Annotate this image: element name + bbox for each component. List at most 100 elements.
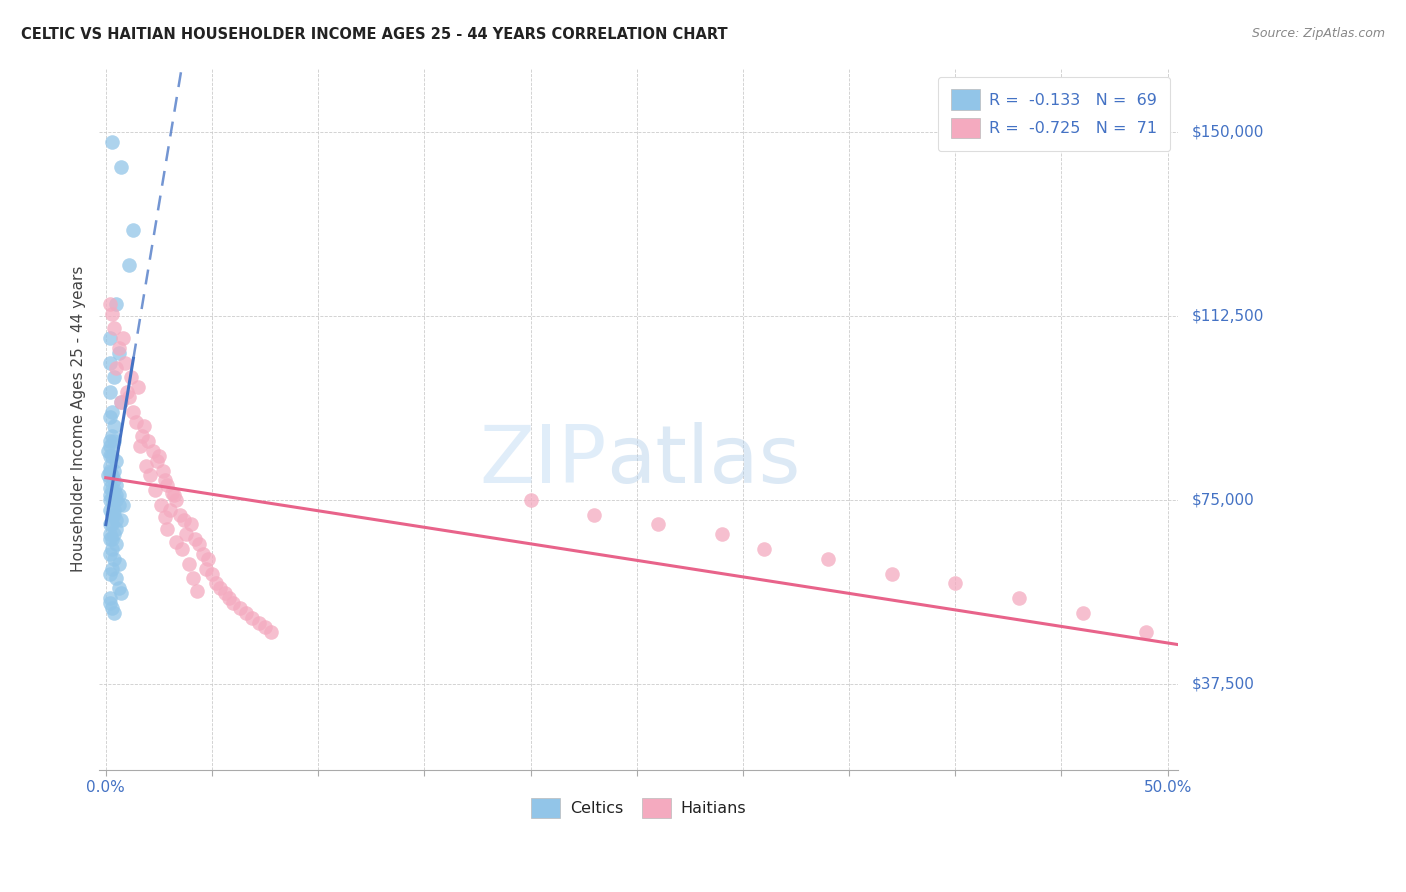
- Point: [260, 625, 283, 640]
- Point: [103, 606, 125, 620]
- Point: [97, 444, 120, 458]
- Point: [163, 488, 186, 502]
- Point: [107, 341, 129, 355]
- Point: [122, 405, 145, 419]
- Point: [111, 331, 134, 345]
- Point: [201, 566, 224, 581]
- Point: [103, 474, 125, 488]
- Point: [98, 331, 121, 345]
- Point: [107, 488, 129, 502]
- Point: [186, 583, 208, 598]
- Point: [98, 466, 121, 480]
- Point: [519, 493, 541, 508]
- Point: [98, 493, 121, 508]
- Point: [120, 370, 142, 384]
- Point: [647, 517, 669, 532]
- Point: [98, 385, 121, 400]
- Point: [583, 508, 606, 522]
- Point: [110, 586, 132, 600]
- Point: [180, 517, 202, 532]
- Point: [103, 508, 125, 522]
- Point: [101, 483, 124, 498]
- Point: [169, 508, 191, 522]
- Point: [101, 135, 124, 149]
- Point: [209, 581, 232, 595]
- Point: [127, 380, 149, 394]
- Legend: Celtics, Haitians: Celtics, Haitians: [524, 791, 752, 825]
- Point: [181, 571, 204, 585]
- Point: [101, 429, 124, 443]
- Point: [165, 493, 187, 508]
- Text: $37,500: $37,500: [1192, 676, 1256, 691]
- Point: [110, 395, 132, 409]
- Point: [98, 547, 121, 561]
- Point: [98, 532, 121, 546]
- Point: [150, 498, 173, 512]
- Point: [98, 596, 121, 610]
- Point: [101, 491, 124, 505]
- Point: [107, 346, 129, 360]
- Point: [101, 405, 124, 419]
- Point: [101, 517, 124, 532]
- Point: [110, 513, 132, 527]
- Point: [101, 561, 124, 575]
- Point: [136, 434, 159, 449]
- Y-axis label: Householder Income Ages 25 - 44 years: Householder Income Ages 25 - 44 years: [72, 266, 86, 573]
- Point: [103, 321, 125, 335]
- Point: [214, 586, 236, 600]
- Point: [101, 468, 124, 483]
- Point: [101, 600, 124, 615]
- Point: [124, 415, 146, 429]
- Point: [222, 596, 245, 610]
- Point: [101, 508, 124, 522]
- Point: [98, 527, 121, 541]
- Point: [98, 566, 121, 581]
- Point: [105, 537, 128, 551]
- Point: [98, 409, 121, 424]
- Point: [143, 483, 166, 498]
- Point: [105, 571, 128, 585]
- Point: [254, 620, 277, 634]
- Point: [103, 503, 125, 517]
- Point: [752, 541, 775, 556]
- Point: [101, 307, 124, 321]
- Point: [101, 541, 124, 556]
- Point: [97, 468, 120, 483]
- Point: [184, 532, 207, 546]
- Point: [98, 297, 121, 311]
- Point: [105, 513, 128, 527]
- Point: [188, 537, 211, 551]
- Point: [139, 468, 162, 483]
- Point: [103, 419, 125, 434]
- Point: [193, 547, 215, 561]
- Point: [103, 464, 125, 478]
- Point: [1071, 606, 1094, 620]
- Point: [115, 385, 138, 400]
- Point: [218, 591, 240, 605]
- Point: [122, 223, 145, 237]
- Point: [152, 464, 174, 478]
- Point: [107, 581, 129, 595]
- Point: [156, 523, 179, 537]
- Point: [105, 297, 128, 311]
- Point: [880, 566, 903, 581]
- Point: [110, 160, 132, 174]
- Point: [176, 527, 198, 541]
- Point: [105, 454, 128, 468]
- Point: [943, 576, 966, 591]
- Text: ZIP: ZIP: [479, 422, 606, 500]
- Point: [148, 449, 170, 463]
- Point: [135, 458, 157, 473]
- Point: [110, 395, 132, 409]
- Text: Source: ZipAtlas.com: Source: ZipAtlas.com: [1251, 27, 1385, 40]
- Point: [98, 481, 121, 495]
- Point: [132, 419, 155, 434]
- Point: [247, 615, 270, 630]
- Point: [177, 557, 200, 571]
- Point: [103, 551, 125, 566]
- Point: [98, 488, 121, 502]
- Point: [107, 498, 129, 512]
- Point: [172, 541, 194, 556]
- Text: $150,000: $150,000: [1192, 125, 1264, 140]
- Point: [240, 610, 263, 624]
